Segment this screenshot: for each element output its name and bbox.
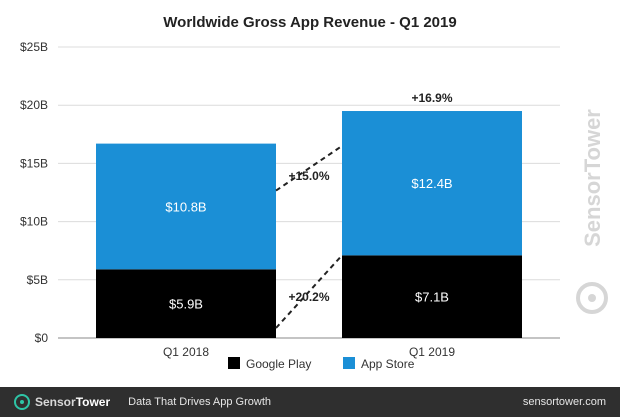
bar-value-label: $10.8B	[165, 199, 206, 214]
google-play-growth-label: +20.2%	[288, 290, 329, 304]
bar-app-store-0	[96, 143, 276, 270]
watermark-logo-dot	[588, 294, 596, 302]
bar-google-play-0	[96, 269, 276, 338]
y-tick-label: $0	[35, 331, 49, 345]
bar-value-label: $12.4B	[411, 176, 452, 191]
legend-swatch-app-store	[343, 357, 355, 369]
footer-brand: SensorTower	[35, 395, 110, 409]
legend: Google Play App Store	[228, 357, 415, 371]
bar-value-label: $5.9B	[169, 297, 203, 312]
bar-google-play-1	[342, 255, 522, 338]
y-tick-label: $5B	[27, 273, 48, 287]
x-tick-label: Q1 2019	[409, 345, 455, 359]
footer-bar: SensorTower Data That Drives App Growth …	[0, 387, 620, 417]
y-tick-label: $10B	[20, 215, 48, 229]
footer-brand-light: Sensor	[35, 395, 76, 409]
sensortower-logo-icon	[14, 394, 30, 410]
legend-swatch-google-play	[228, 357, 240, 369]
watermark-logo-icon	[576, 282, 608, 314]
total-growth-label: +16.9%	[411, 91, 452, 105]
y-tick-label: $20B	[20, 98, 48, 112]
legend-label: App Store	[361, 357, 415, 371]
legend-label: Google Play	[246, 357, 311, 371]
footer-logo: SensorTower	[14, 394, 128, 410]
bars: $5.9B $10.8B Q1 2018 $7.1B $12.4B Q1 2019	[96, 111, 522, 359]
footer-tagline: Data That Drives App Growth	[128, 396, 272, 408]
x-tick-label: Q1 2018	[163, 345, 209, 359]
growth-annotations: +15.0% +20.2% +16.9%	[275, 91, 453, 329]
y-tick-label: $15B	[20, 156, 48, 170]
revenue-chart: Worldwide Gross App Revenue - Q1 2019 $0…	[20, 14, 608, 371]
bar-value-label: $7.1B	[415, 290, 449, 305]
connector-app-store	[275, 145, 343, 192]
chart-title: Worldwide Gross App Revenue - Q1 2019	[163, 14, 456, 31]
footer-brand-bold: Tower	[75, 395, 111, 409]
app-store-growth-label: +15.0%	[288, 169, 329, 183]
watermark: SensorTower	[576, 109, 608, 314]
watermark-text: SensorTower	[580, 109, 605, 247]
footer-url[interactable]: sensortower.com	[522, 396, 606, 408]
bar-app-store-1	[342, 111, 522, 256]
y-tick-label: $25B	[20, 40, 48, 54]
connector-google-play	[275, 254, 343, 329]
